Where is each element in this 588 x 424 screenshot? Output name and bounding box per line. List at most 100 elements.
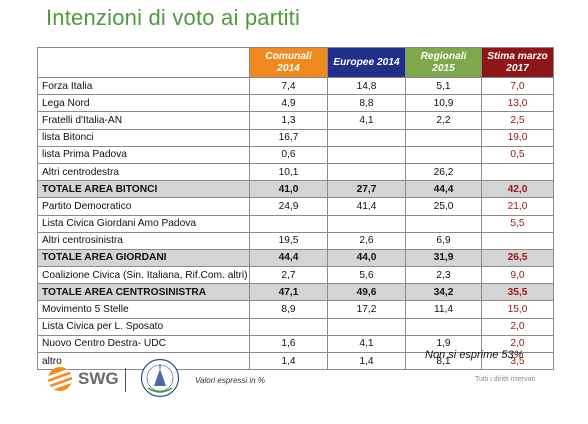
swg-logo-icon: [48, 367, 72, 391]
regionali-2015-value: [405, 128, 482, 147]
party-label: Lista Civica Giordani Amo Padova: [37, 214, 250, 233]
comunali-2014-value: [249, 317, 328, 336]
europee-2014-value: 41,4: [327, 197, 406, 216]
stima-marzo-2017-value: 35,5: [481, 283, 554, 302]
comunali-2014-value: 44,4: [249, 248, 328, 268]
regionali-2015-value: 25,0: [405, 197, 482, 216]
stima-marzo-2017-value: 7,0: [481, 76, 554, 96]
stima-marzo-2017-value: [481, 231, 554, 250]
comunali-2014-value: 16,7: [249, 128, 328, 147]
comunali-2014-value: 7,4: [249, 76, 328, 96]
stima-marzo-2017-value: 5,5: [481, 214, 554, 233]
table-row: Altri centrodestra 10,1 26,2: [37, 162, 554, 182]
europee-2014-value: 27,7: [327, 180, 406, 199]
table-header-row: Comunali 2014 Europee 2014 Regionali 201…: [37, 47, 554, 78]
party-label: TOTALE AREA CENTROSINISTRA: [37, 283, 250, 302]
table-row: Coalizione Civica (Sin. Italiana, Rif.Co…: [37, 266, 554, 285]
stima-marzo-2017-value: 9,0: [481, 266, 554, 285]
table-row: lista Prima Padova 0,6 0,5: [37, 145, 554, 164]
stima-marzo-2017-value: 2,5: [481, 111, 554, 130]
comunali-2014-value: 1,3: [249, 111, 328, 130]
header-comunali-2014: Comunali 2014: [249, 47, 328, 78]
swg-logo: SWG: [48, 365, 128, 393]
regionali-2015-value: 2,3: [405, 266, 482, 285]
europee-2014-value: [327, 214, 406, 233]
europee-2014-value: 14,8: [327, 76, 406, 96]
table-row: Lista Civica Giordani Amo Padova 5,5: [37, 214, 554, 233]
europee-2014-value: 2,6: [327, 231, 406, 250]
regionali-2015-value: 5,1: [405, 76, 482, 96]
regionali-2015-value: 44,4: [405, 180, 482, 199]
europee-2014-value: 4,1: [327, 334, 406, 354]
table-row: Partito Democratico 24,9 41,4 25,0 21,0: [37, 197, 554, 216]
regionali-2015-value: 2,2: [405, 111, 482, 130]
party-label: Lega Nord: [37, 94, 250, 113]
comunali-2014-value: 1,4: [249, 351, 328, 371]
table-row: lista Bitonci 16,7 19,0: [37, 128, 554, 147]
party-label: Forza Italia: [37, 76, 250, 96]
stima-marzo-2017-value: 19,0: [481, 128, 554, 147]
stima-marzo-2017-value: 3,5: [481, 351, 554, 371]
europee-2014-value: 49,6: [327, 283, 406, 302]
regionali-2015-value: 31,9: [405, 248, 482, 268]
regionali-2015-value: 6,9: [405, 231, 482, 250]
europee-2014-value: 44,0: [327, 248, 406, 268]
table-total-row: TOTALE AREA GIORDANI 44,4 44,0 31,9 26,5: [37, 248, 554, 268]
non-si-esprime-note: Non si esprime 53%: [425, 349, 524, 361]
comunali-2014-value: 4,9: [249, 94, 328, 113]
stima-marzo-2017-value: 21,0: [481, 197, 554, 216]
header-europee-2014: Europee 2014: [327, 47, 406, 78]
comunali-2014-value: 0,6: [249, 145, 328, 164]
europee-2014-value: [327, 162, 406, 182]
rights-note: Tutti i diritti riservati: [475, 376, 536, 383]
page-title: Intenzioni di voto ai partiti: [46, 5, 301, 30]
regionali-2015-value: [405, 214, 482, 233]
party-label: TOTALE AREA BITONCI: [37, 180, 250, 199]
table-row: Nuovo Centro Destra- UDC 1,6 4,1 1,9 2,0: [37, 334, 554, 354]
valori-note: Valori espressi in %: [195, 376, 265, 385]
table-row: Lega Nord 4,9 8,8 10,9 13,0: [37, 94, 554, 113]
comunali-2014-value: 10,1: [249, 162, 328, 182]
comunali-2014-value: 1,6: [249, 334, 328, 354]
table-row: Altri centrosinistra 19,5 2,6 6,9: [37, 231, 554, 250]
vote-table: Comunali 2014 Europee 2014 Regionali 201…: [37, 47, 554, 371]
party-label: lista Prima Padova: [37, 145, 250, 164]
stima-marzo-2017-value: 13,0: [481, 94, 554, 113]
europee-2014-value: [327, 145, 406, 164]
lega-nord-seal-icon: [140, 358, 180, 398]
party-label: Fratelli d'Italia-AN: [37, 111, 250, 130]
regionali-2015-value: 26,2: [405, 162, 482, 182]
regionali-2015-value: 10,9: [405, 94, 482, 113]
table-total-row: TOTALE AREA BITONCI 41,0 27,7 44,4 42,0: [37, 180, 554, 199]
party-label: Altri centrosinistra: [37, 231, 250, 250]
party-label: Lista Civica per L. Sposato: [37, 317, 250, 336]
europee-2014-value: 8,8: [327, 94, 406, 113]
regionali-2015-value: 11,4: [405, 300, 482, 319]
footer-divider: [125, 368, 126, 392]
stima-marzo-2017-value: 26,5: [481, 248, 554, 268]
table-row: Movimento 5 Stelle 8,9 17,2 11,4 15,0: [37, 300, 554, 319]
header-blank: [37, 47, 250, 78]
party-label: lista Bitonci: [37, 128, 250, 147]
stima-marzo-2017-value: 2,0: [481, 317, 554, 336]
regionali-2015-value: [405, 145, 482, 164]
comunali-2014-value: 41,0: [249, 180, 328, 199]
party-label: Altri centrodestra: [37, 162, 250, 182]
comunali-2014-value: 8,9: [249, 300, 328, 319]
comunali-2014-value: [249, 214, 328, 233]
regionali-2015-value: [405, 317, 482, 336]
stima-marzo-2017-value: 42,0: [481, 180, 554, 199]
header-stima-marzo-2017: Stima marzo 2017: [481, 47, 554, 78]
comunali-2014-value: 2,7: [249, 266, 328, 285]
europee-2014-value: 4,1: [327, 111, 406, 130]
table-total-row: TOTALE AREA CENTROSINISTRA 47,1 49,6 34,2 35…: [37, 283, 554, 302]
stima-marzo-2017-value: 15,0: [481, 300, 554, 319]
party-label: TOTALE AREA GIORDANI: [37, 248, 250, 268]
comunali-2014-value: 19,5: [249, 231, 328, 250]
europee-2014-value: [327, 317, 406, 336]
party-label: Partito Democratico: [37, 197, 250, 216]
europee-2014-value: 1,4: [327, 351, 406, 371]
europee-2014-value: [327, 128, 406, 147]
party-label: Nuovo Centro Destra- UDC: [37, 334, 250, 354]
stima-marzo-2017-value: 0,5: [481, 145, 554, 164]
